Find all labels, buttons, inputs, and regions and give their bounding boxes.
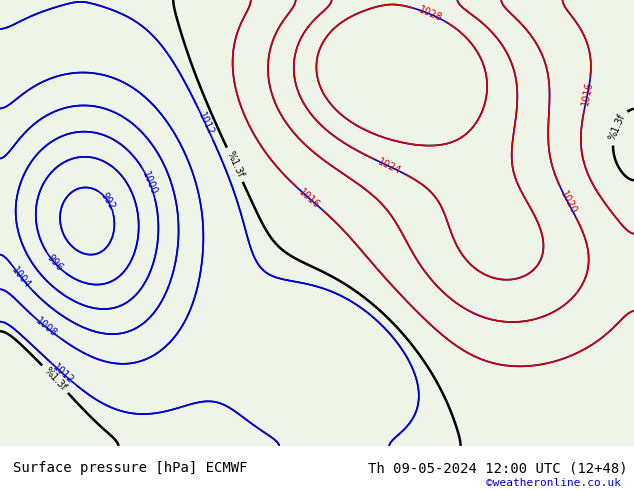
Text: 1016: 1016	[581, 80, 595, 106]
Text: 1000: 1000	[140, 170, 159, 196]
Text: 1008: 1008	[34, 316, 60, 339]
Text: %1.3f: %1.3f	[224, 150, 245, 179]
Text: Th 09-05-2024 12:00 UTC (12+48): Th 09-05-2024 12:00 UTC (12+48)	[368, 462, 628, 475]
Text: 996: 996	[45, 253, 65, 273]
Text: 1012: 1012	[196, 111, 216, 137]
Text: 1016: 1016	[297, 187, 322, 211]
Text: 1024: 1024	[377, 157, 403, 176]
Text: 992: 992	[99, 191, 117, 212]
Text: ©weatheronline.co.uk: ©weatheronline.co.uk	[486, 478, 621, 488]
Text: 1028: 1028	[417, 5, 444, 24]
Text: 1020: 1020	[558, 189, 578, 216]
Text: 1004: 1004	[10, 265, 33, 290]
Text: Surface pressure [hPa] ECMWF: Surface pressure [hPa] ECMWF	[13, 462, 247, 475]
Text: %1.3f: %1.3f	[607, 112, 627, 142]
Text: 1012: 1012	[51, 362, 76, 386]
Text: %1.3f: %1.3f	[42, 366, 68, 392]
